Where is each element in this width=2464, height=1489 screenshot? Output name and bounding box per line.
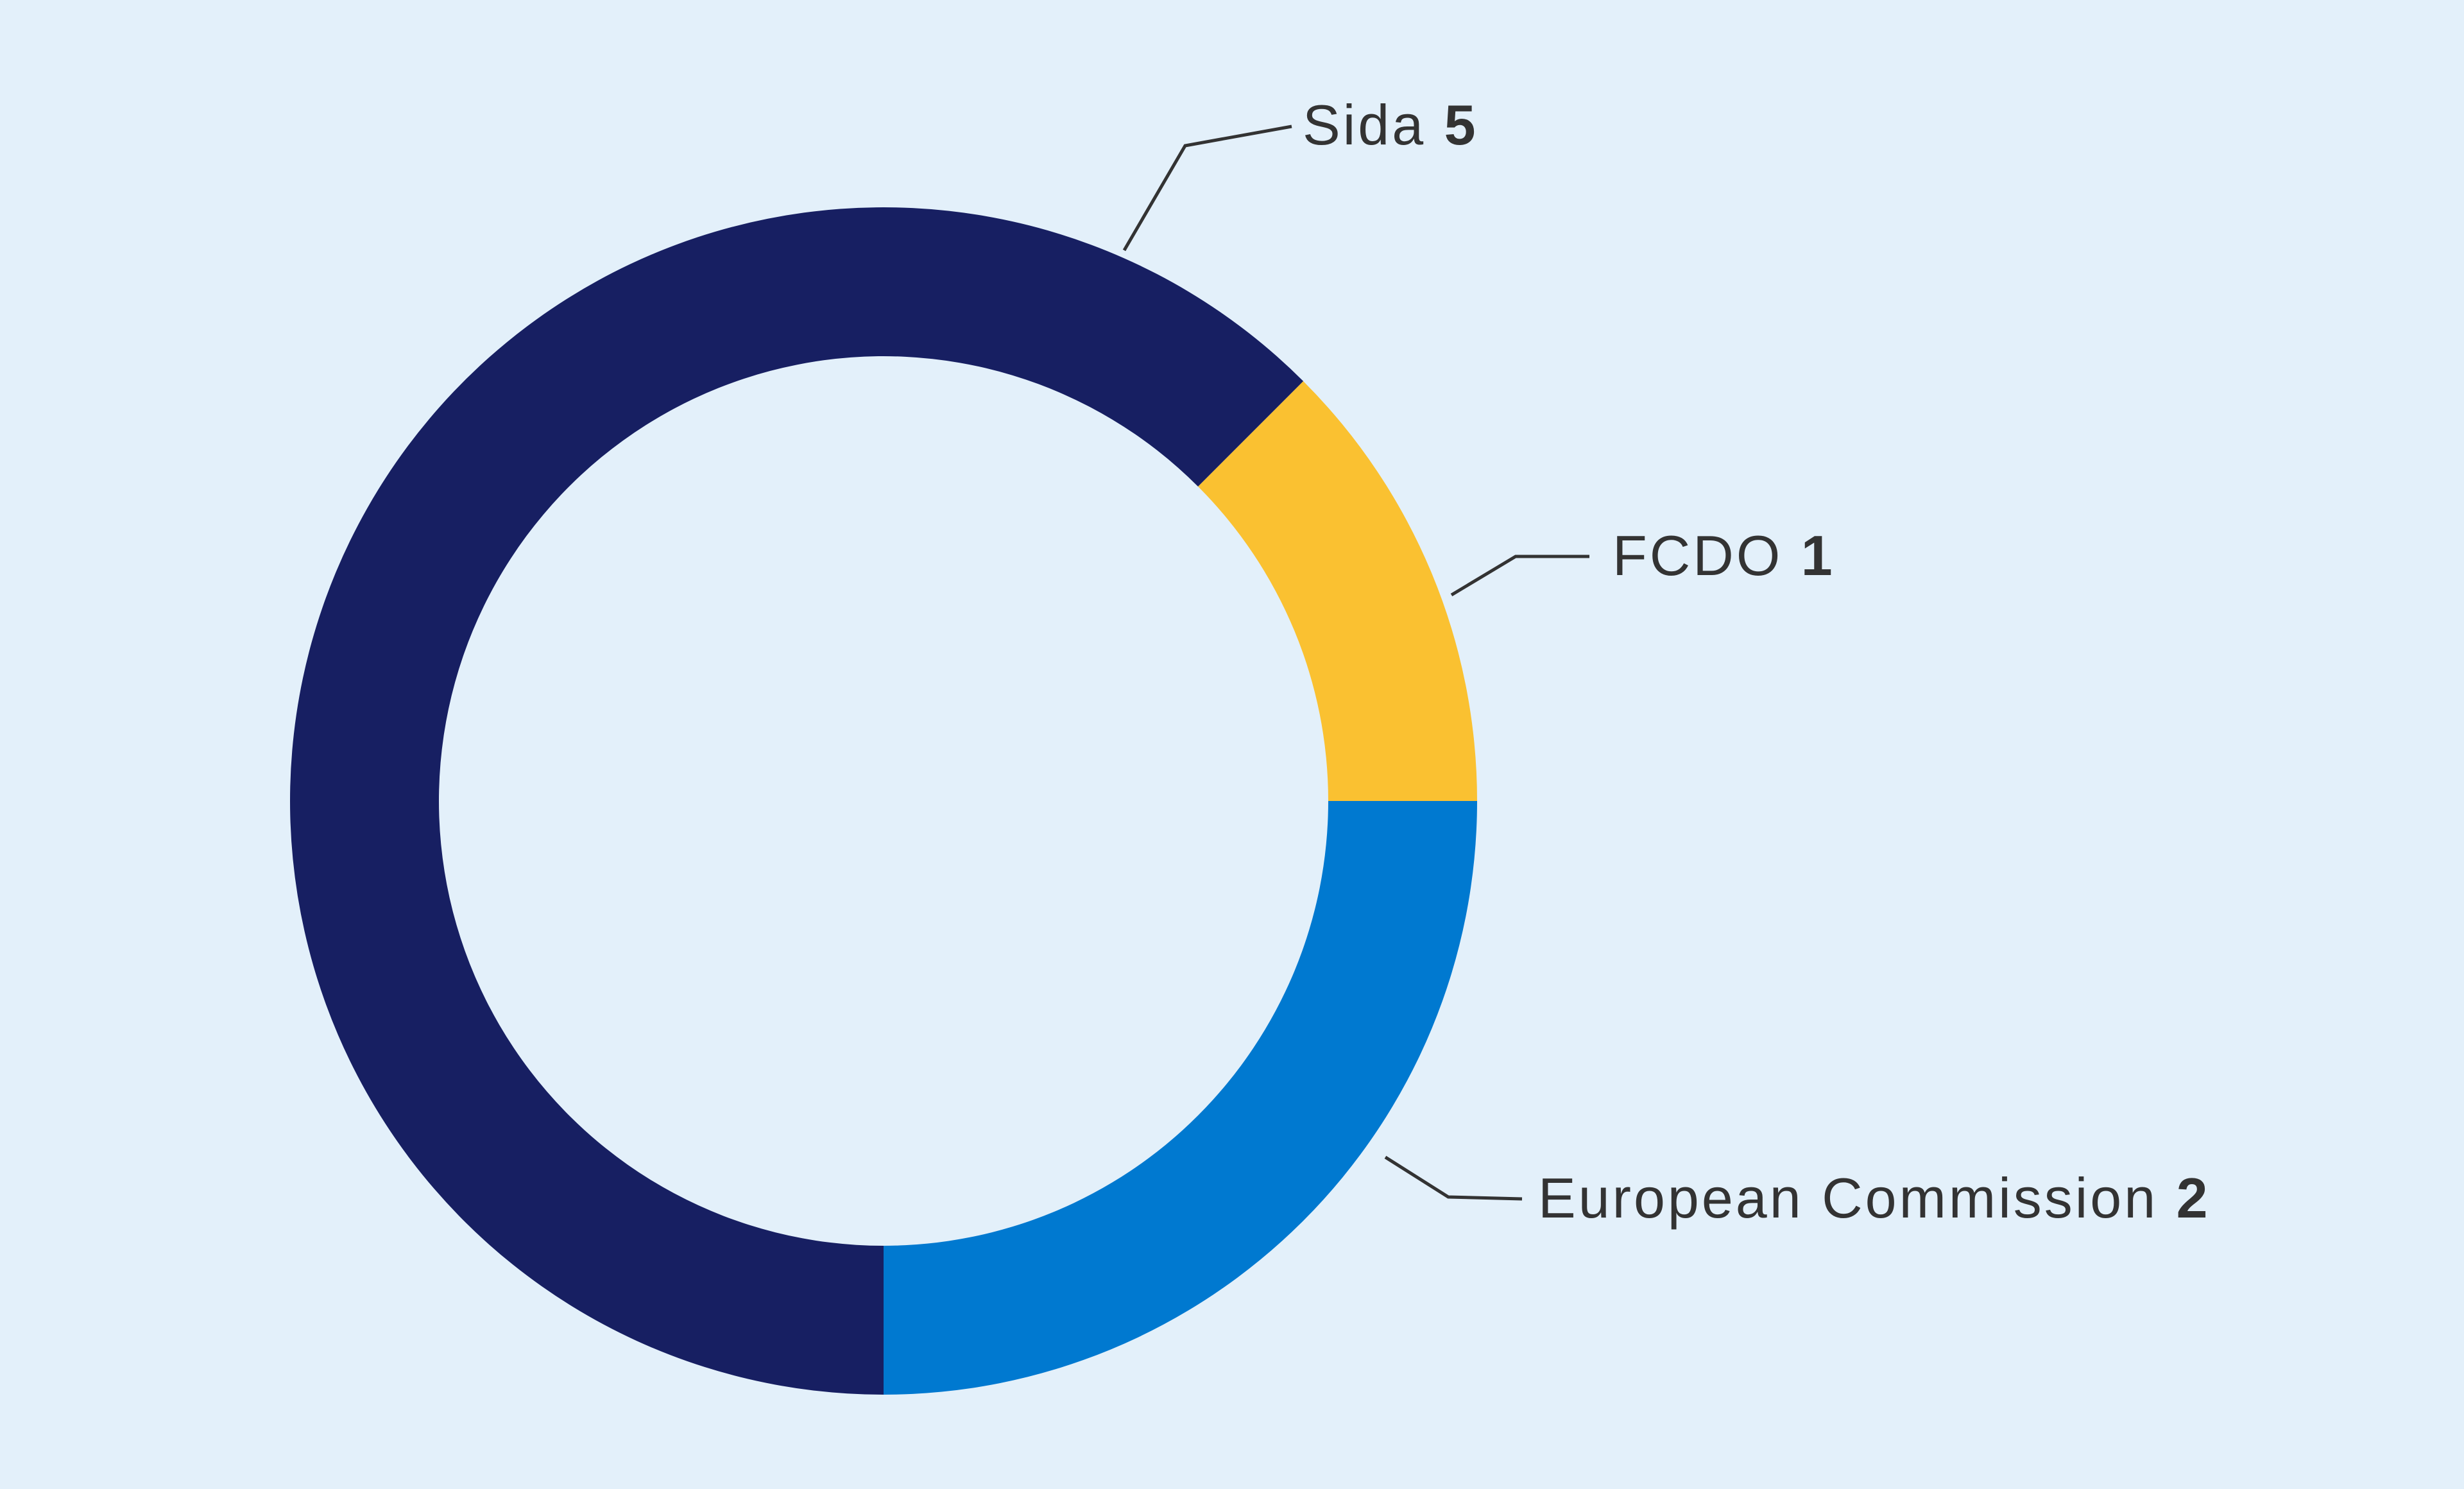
label-sida-value: 5 (1444, 93, 1478, 157)
leader-line-fcdo (1450, 555, 1589, 597)
leader-line-sida (1122, 125, 1292, 252)
donut-segments (290, 207, 1477, 1395)
leader-lines (1122, 125, 1589, 1201)
label-european-commission-value: 2 (2177, 1166, 2211, 1230)
segment-sida (290, 207, 1304, 1395)
label-sida-name: Sida (1303, 93, 1426, 157)
label-fcdo-value: 1 (1801, 524, 1835, 587)
label-fcdo-name: FCDO (1613, 524, 1783, 587)
label-european-commission: European Commission 2 (1538, 1166, 2211, 1230)
data-labels: Sida 5 FCDO 1 European Commission 2 (1303, 93, 2211, 1230)
label-fcdo: FCDO 1 (1613, 524, 1835, 587)
segment-european-commission (884, 801, 1477, 1395)
label-european-commission-name: European Commission (1538, 1166, 2158, 1230)
leader-line-european-commission (1384, 1155, 1523, 1201)
label-sida: Sida 5 (1303, 93, 1478, 157)
segment-fcdo (1198, 381, 1477, 801)
